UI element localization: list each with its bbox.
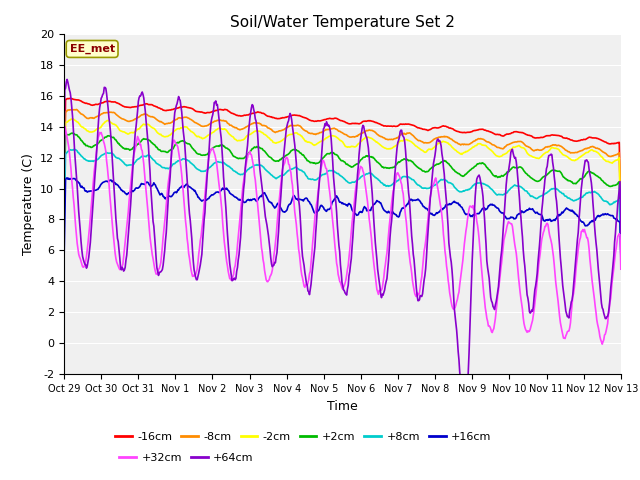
+2cm — [60, 217, 68, 223]
+32cm — [60, 196, 68, 202]
+64cm — [63, 76, 71, 82]
-8cm — [128, 118, 136, 123]
Line: -8cm: -8cm — [64, 109, 621, 228]
+32cm — [128, 165, 136, 171]
Text: EE_met: EE_met — [70, 44, 115, 54]
-2cm — [617, 228, 625, 234]
+64cm — [71, 152, 79, 158]
+16cm — [214, 189, 222, 195]
+8cm — [185, 158, 193, 164]
-16cm — [60, 194, 68, 200]
-2cm — [411, 142, 419, 148]
-2cm — [71, 118, 79, 123]
-8cm — [70, 107, 78, 113]
-16cm — [411, 123, 419, 129]
Line: +64cm: +64cm — [64, 79, 621, 412]
+32cm — [185, 251, 193, 256]
Title: Soil/Water Temperature Set 2: Soil/Water Temperature Set 2 — [230, 15, 455, 30]
-8cm — [214, 118, 222, 123]
+2cm — [68, 130, 76, 136]
+16cm — [185, 184, 193, 190]
+64cm — [428, 188, 435, 194]
+64cm — [60, 173, 68, 179]
-8cm — [185, 115, 193, 121]
-16cm — [428, 126, 435, 132]
+32cm — [428, 190, 435, 196]
+8cm — [71, 147, 79, 153]
-16cm — [214, 107, 222, 113]
+16cm — [71, 176, 79, 181]
-16cm — [617, 220, 625, 226]
+32cm — [61, 124, 68, 130]
-16cm — [71, 96, 79, 102]
-2cm — [428, 146, 435, 152]
Line: +8cm: +8cm — [64, 149, 621, 257]
-2cm — [68, 116, 76, 122]
-16cm — [128, 104, 136, 110]
+32cm — [214, 174, 222, 180]
+16cm — [60, 260, 68, 266]
+2cm — [71, 132, 79, 137]
+2cm — [617, 243, 625, 249]
+64cm — [128, 177, 136, 182]
+16cm — [428, 211, 435, 216]
Line: +16cm: +16cm — [64, 178, 621, 263]
+2cm — [185, 141, 193, 146]
-16cm — [67, 96, 74, 101]
Line: +32cm: +32cm — [64, 127, 621, 344]
Legend: +32cm, +64cm: +32cm, +64cm — [115, 448, 258, 467]
+8cm — [70, 146, 78, 152]
+2cm — [214, 143, 222, 149]
-2cm — [214, 126, 222, 132]
+8cm — [60, 228, 68, 233]
-8cm — [428, 139, 435, 144]
-8cm — [72, 107, 80, 112]
+64cm — [185, 201, 193, 207]
Line: -2cm: -2cm — [64, 119, 621, 231]
+64cm — [214, 108, 222, 114]
+32cm — [617, 266, 625, 272]
-8cm — [411, 134, 419, 140]
-8cm — [60, 202, 68, 208]
+64cm — [617, 230, 625, 236]
-2cm — [60, 208, 68, 214]
+16cm — [411, 197, 419, 203]
Line: -16cm: -16cm — [64, 98, 621, 223]
-2cm — [128, 130, 136, 135]
+2cm — [128, 146, 136, 152]
Line: +2cm: +2cm — [64, 133, 621, 246]
X-axis label: Time: Time — [327, 400, 358, 413]
+64cm — [461, 409, 468, 415]
-8cm — [617, 226, 625, 231]
Y-axis label: Temperature (C): Temperature (C) — [22, 153, 35, 255]
+32cm — [598, 341, 606, 347]
+8cm — [411, 179, 419, 185]
+2cm — [411, 162, 419, 168]
-16cm — [185, 105, 193, 110]
+8cm — [214, 159, 222, 165]
+8cm — [128, 162, 136, 168]
+8cm — [617, 254, 625, 260]
+32cm — [71, 213, 79, 218]
+2cm — [428, 166, 435, 171]
-2cm — [185, 126, 193, 132]
+8cm — [428, 184, 435, 190]
+16cm — [617, 250, 625, 256]
+32cm — [411, 291, 419, 297]
+64cm — [411, 266, 419, 272]
+16cm — [128, 188, 136, 194]
+16cm — [63, 175, 71, 181]
